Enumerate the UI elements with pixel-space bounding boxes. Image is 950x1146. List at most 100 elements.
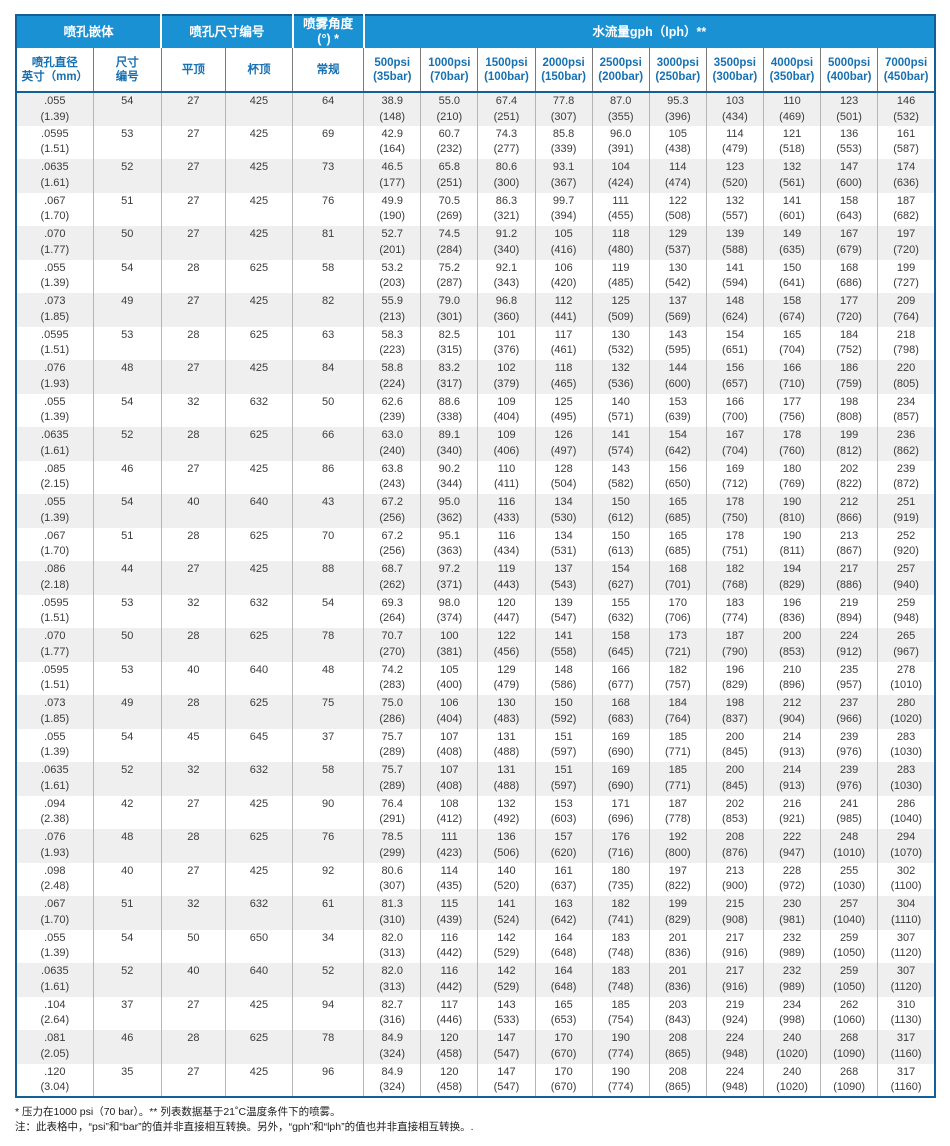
flow-cell: 190 (774) bbox=[591, 1030, 650, 1064]
flow-cell: 116 (434) bbox=[477, 527, 536, 561]
spray-angle-cell: 81 bbox=[292, 226, 364, 260]
flow-cell: 213 (900) bbox=[705, 862, 764, 896]
orifice-diameter-cell: .076 (1.93) bbox=[40, 831, 70, 859]
column-header-cell: 2500psi (200bar) bbox=[591, 48, 650, 93]
flow-cell: 80.6 (307) bbox=[363, 862, 421, 896]
flow-cell: 203 (843) bbox=[648, 996, 707, 1030]
orifice-diameter-cell: .070 (1.77) bbox=[40, 630, 70, 658]
size-code-cell: 42 bbox=[92, 795, 162, 829]
flow-cell: 198 (808) bbox=[820, 393, 878, 427]
size-code-cell: 50 bbox=[92, 628, 162, 662]
flow-cell: 89.1 (340) bbox=[420, 427, 478, 461]
flow-cell: 142 (529) bbox=[477, 929, 536, 963]
flow-cell: 317 (1160) bbox=[877, 1030, 935, 1064]
flow-cell: 97.2 (371) bbox=[420, 561, 478, 595]
flow-cell: 141 (524) bbox=[477, 896, 536, 930]
flow-cell: 158 (674) bbox=[762, 293, 821, 327]
flow-cell: 80.6 (300) bbox=[477, 159, 536, 193]
flow-cell: 147 (600) bbox=[820, 159, 878, 193]
flow-cell: 208 (865) bbox=[648, 1030, 707, 1064]
flow-cell: 131 (488) bbox=[477, 762, 536, 796]
flow-cell: 158 (645) bbox=[591, 628, 650, 662]
flow-cell: 262 (1060) bbox=[820, 996, 878, 1030]
flow-cell: 184 (764) bbox=[648, 695, 707, 729]
flow-cell: 153 (639) bbox=[648, 393, 707, 427]
flow-cell: 232 (989) bbox=[762, 963, 821, 997]
flow-cell: 88.6 (338) bbox=[420, 393, 478, 427]
flow-cell: 84.9 (324) bbox=[363, 1030, 421, 1064]
flow-cell: 102 (379) bbox=[477, 360, 536, 394]
flow-cell: 91.2 (340) bbox=[477, 226, 536, 260]
cup-top-cell: 625 bbox=[224, 1030, 293, 1064]
flow-cell: 169 (712) bbox=[705, 460, 764, 494]
flow-cell: 209 (764) bbox=[877, 293, 935, 327]
flow-cell: 86.3 (321) bbox=[477, 192, 536, 226]
flow-cell: 74.5 (284) bbox=[420, 226, 478, 260]
cup-top-cell: 625 bbox=[224, 259, 293, 293]
flow-cell: 85.8 (339) bbox=[534, 125, 593, 159]
table-row: .055 (1.39) 54 27 425 64 38.9 (148) 55.0 (210) 67.… bbox=[16, 92, 935, 126]
flow-cell: 143 (595) bbox=[648, 326, 707, 360]
flow-cell: 156 (650) bbox=[648, 460, 707, 494]
flow-cell: 259 (1050) bbox=[820, 963, 878, 997]
table-row: .055 (1.39) 54 45 645 37 75.7 (289) 107 (408) 131(… bbox=[16, 728, 935, 762]
flow-cell: 132 (492) bbox=[477, 795, 536, 829]
flow-cell: 105 (400) bbox=[420, 661, 478, 695]
orifice-diameter-cell: .073 (1.85) bbox=[40, 697, 70, 725]
flow-cell: 104 (424) bbox=[591, 159, 650, 193]
size-code-cell: 40 bbox=[92, 862, 162, 896]
flat-top-cell: 32 bbox=[160, 762, 226, 796]
flow-cell: 241 (985) bbox=[820, 795, 878, 829]
flow-cell: 123 (520) bbox=[705, 159, 764, 193]
size-code-cell: 54 bbox=[92, 92, 162, 126]
flow-cell: 164 (648) bbox=[534, 929, 593, 963]
flow-cell: 239 (976) bbox=[820, 762, 878, 796]
flat-top-cell: 40 bbox=[160, 494, 226, 528]
flow-cell: 141 (574) bbox=[591, 427, 650, 461]
flow-cell: 107 (408) bbox=[420, 762, 478, 796]
flow-cell: 208 (876) bbox=[705, 829, 764, 863]
flow-cell: 169 (690) bbox=[591, 762, 650, 796]
flow-cell: 217 (916) bbox=[705, 929, 764, 963]
flow-cell: 139 (547) bbox=[534, 594, 593, 628]
table-row: .094 (2.38) 42 27 425 90 76.4 (291) 108 (412) 132(… bbox=[16, 795, 935, 829]
flow-cell: 120 (458) bbox=[420, 1063, 478, 1097]
flow-cell: 106 (420) bbox=[534, 259, 593, 293]
cup-top-cell: 625 bbox=[224, 326, 293, 360]
flow-cell: 74.2 (283) bbox=[363, 661, 421, 695]
flow-cell: 168 (701) bbox=[648, 561, 707, 595]
flow-cell: 77.8 (307) bbox=[534, 92, 593, 126]
flow-cell: 110 (469) bbox=[762, 92, 821, 126]
size-code-cell: 35 bbox=[92, 1063, 162, 1097]
flow-cell: 122 (508) bbox=[648, 192, 707, 226]
spray-angle-cell: 76 bbox=[292, 192, 364, 226]
size-code-cell: 53 bbox=[92, 594, 162, 628]
table-row: .104 (2.64) 37 27 425 94 82.7 (316) 117 (446) 143(… bbox=[16, 996, 935, 1030]
cup-top-cell: 625 bbox=[224, 527, 293, 561]
flow-cell: 236 (862) bbox=[877, 427, 935, 461]
orifice-diameter-cell: .055 (1.39) bbox=[40, 95, 70, 123]
flow-cell: 310 (1130) bbox=[877, 996, 935, 1030]
flow-cell: 114 (479) bbox=[705, 125, 764, 159]
flow-cell: 46.5 (177) bbox=[363, 159, 421, 193]
table-row: .098 (2.48) 40 27 425 92 80.6 (307) 114 (435) 140(… bbox=[16, 862, 935, 896]
table-body: .055 (1.39) 54 27 425 64 38.9 (148) 55.0 (210) 67.… bbox=[16, 92, 935, 1097]
size-code-cell: 53 bbox=[92, 125, 162, 159]
flow-cell: 213 (867) bbox=[820, 527, 878, 561]
flow-cell: 65.8 (251) bbox=[420, 159, 478, 193]
flow-cell: 82.5 (315) bbox=[420, 326, 478, 360]
flat-top-cell: 27 bbox=[160, 795, 226, 829]
flow-cell: 240 (1020) bbox=[762, 1030, 821, 1064]
spray-angle-cell: 76 bbox=[292, 829, 364, 863]
flow-cell: 95.0 (362) bbox=[420, 494, 478, 528]
flow-cell: 53.2 (203) bbox=[363, 259, 421, 293]
cup-top-cell: 625 bbox=[224, 695, 293, 729]
flow-cell: 76.4 (291) bbox=[363, 795, 421, 829]
flow-cell: 239 (872) bbox=[877, 460, 935, 494]
flat-top-cell: 28 bbox=[160, 628, 226, 662]
cup-top-cell: 632 bbox=[224, 896, 293, 930]
flow-cell: 166 (700) bbox=[705, 393, 764, 427]
flow-cell: 119 (485) bbox=[591, 259, 650, 293]
flow-cell: 220 (805) bbox=[877, 360, 935, 394]
